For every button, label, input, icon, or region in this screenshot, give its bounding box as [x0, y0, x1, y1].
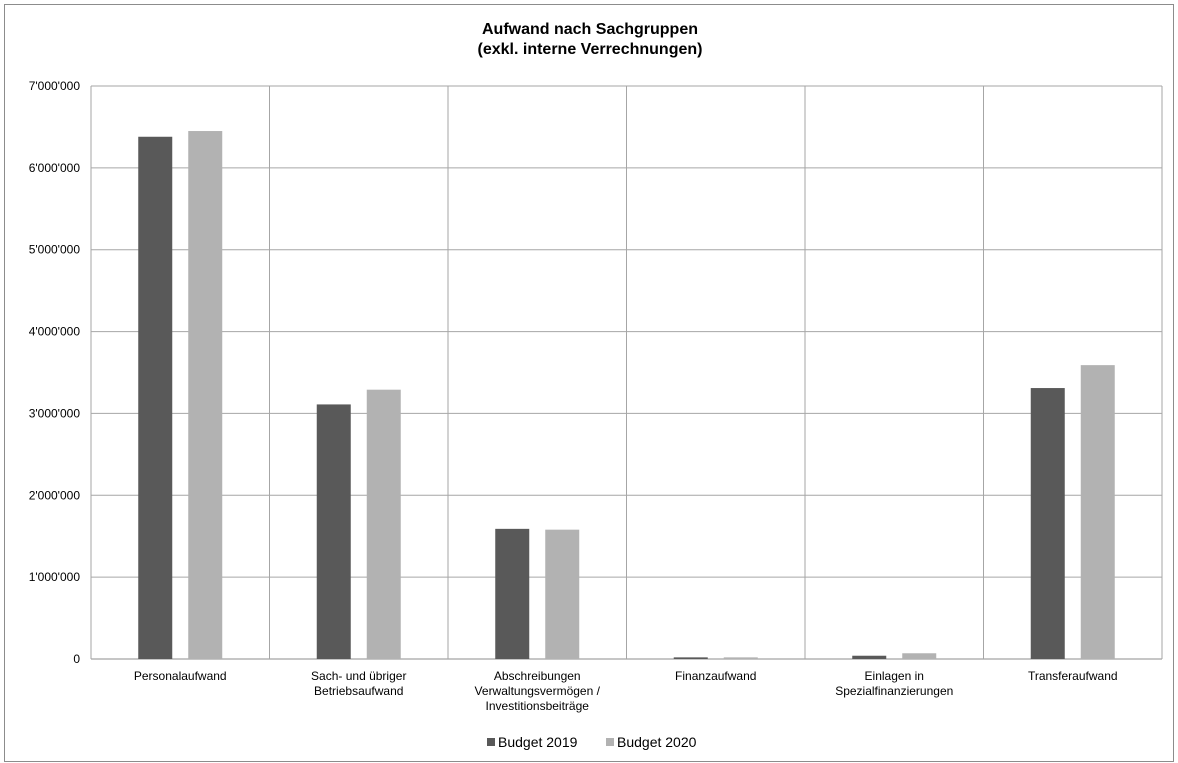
x-category-label: Abschreibungen: [494, 669, 581, 683]
y-tick-label: 0: [73, 652, 80, 666]
y-tick-label: 3'000'000: [29, 406, 81, 420]
chart-frame: [4, 4, 1174, 762]
y-tick-label: 7'000'000: [29, 79, 81, 93]
bar-budget-2020: [188, 131, 223, 659]
y-tick-label: 5'000'000: [29, 243, 81, 257]
y-tick-label: 4'000'000: [29, 325, 81, 339]
bar-budget-2020: [545, 529, 580, 659]
x-category-label: Investitionsbeiträge: [486, 699, 590, 713]
x-category-label: Einlagen in: [865, 669, 924, 683]
x-category-label: Verwaltungsvermögen /: [475, 684, 601, 698]
bar-budget-2020: [366, 389, 401, 659]
legend-label: Budget 2020: [617, 734, 697, 750]
bar-budget-2019: [852, 655, 887, 659]
x-category-label: Spezialfinanzierungen: [835, 684, 953, 698]
legend-swatch: [606, 738, 614, 746]
x-category-label: Transferaufwand: [1028, 669, 1118, 683]
bar-budget-2019: [316, 404, 351, 659]
y-tick-label: 1'000'000: [29, 570, 81, 584]
bar-budget-2020: [723, 657, 758, 659]
x-category-label: Finanzaufwand: [675, 669, 756, 683]
bar-budget-2020: [1080, 365, 1115, 659]
bar-budget-2019: [673, 657, 708, 659]
x-category-label: Betriebsaufwand: [314, 684, 403, 698]
legend-swatch: [487, 738, 495, 746]
chart-title-line: Aufwand nach Sachgruppen: [482, 21, 698, 38]
y-tick-label: 6'000'000: [29, 161, 81, 175]
x-category-label: Personalaufwand: [134, 669, 227, 683]
chart-title-line: (exkl. interne Verrechnungen): [478, 41, 703, 58]
x-category-label: Sach- und übriger: [311, 669, 406, 683]
bar-budget-2019: [1030, 388, 1065, 659]
bar-budget-2019: [138, 136, 173, 659]
legend-label: Budget 2019: [498, 734, 578, 750]
y-tick-label: 2'000'000: [29, 488, 81, 502]
bar-budget-2019: [495, 528, 530, 659]
bar-budget-2020: [902, 653, 937, 659]
